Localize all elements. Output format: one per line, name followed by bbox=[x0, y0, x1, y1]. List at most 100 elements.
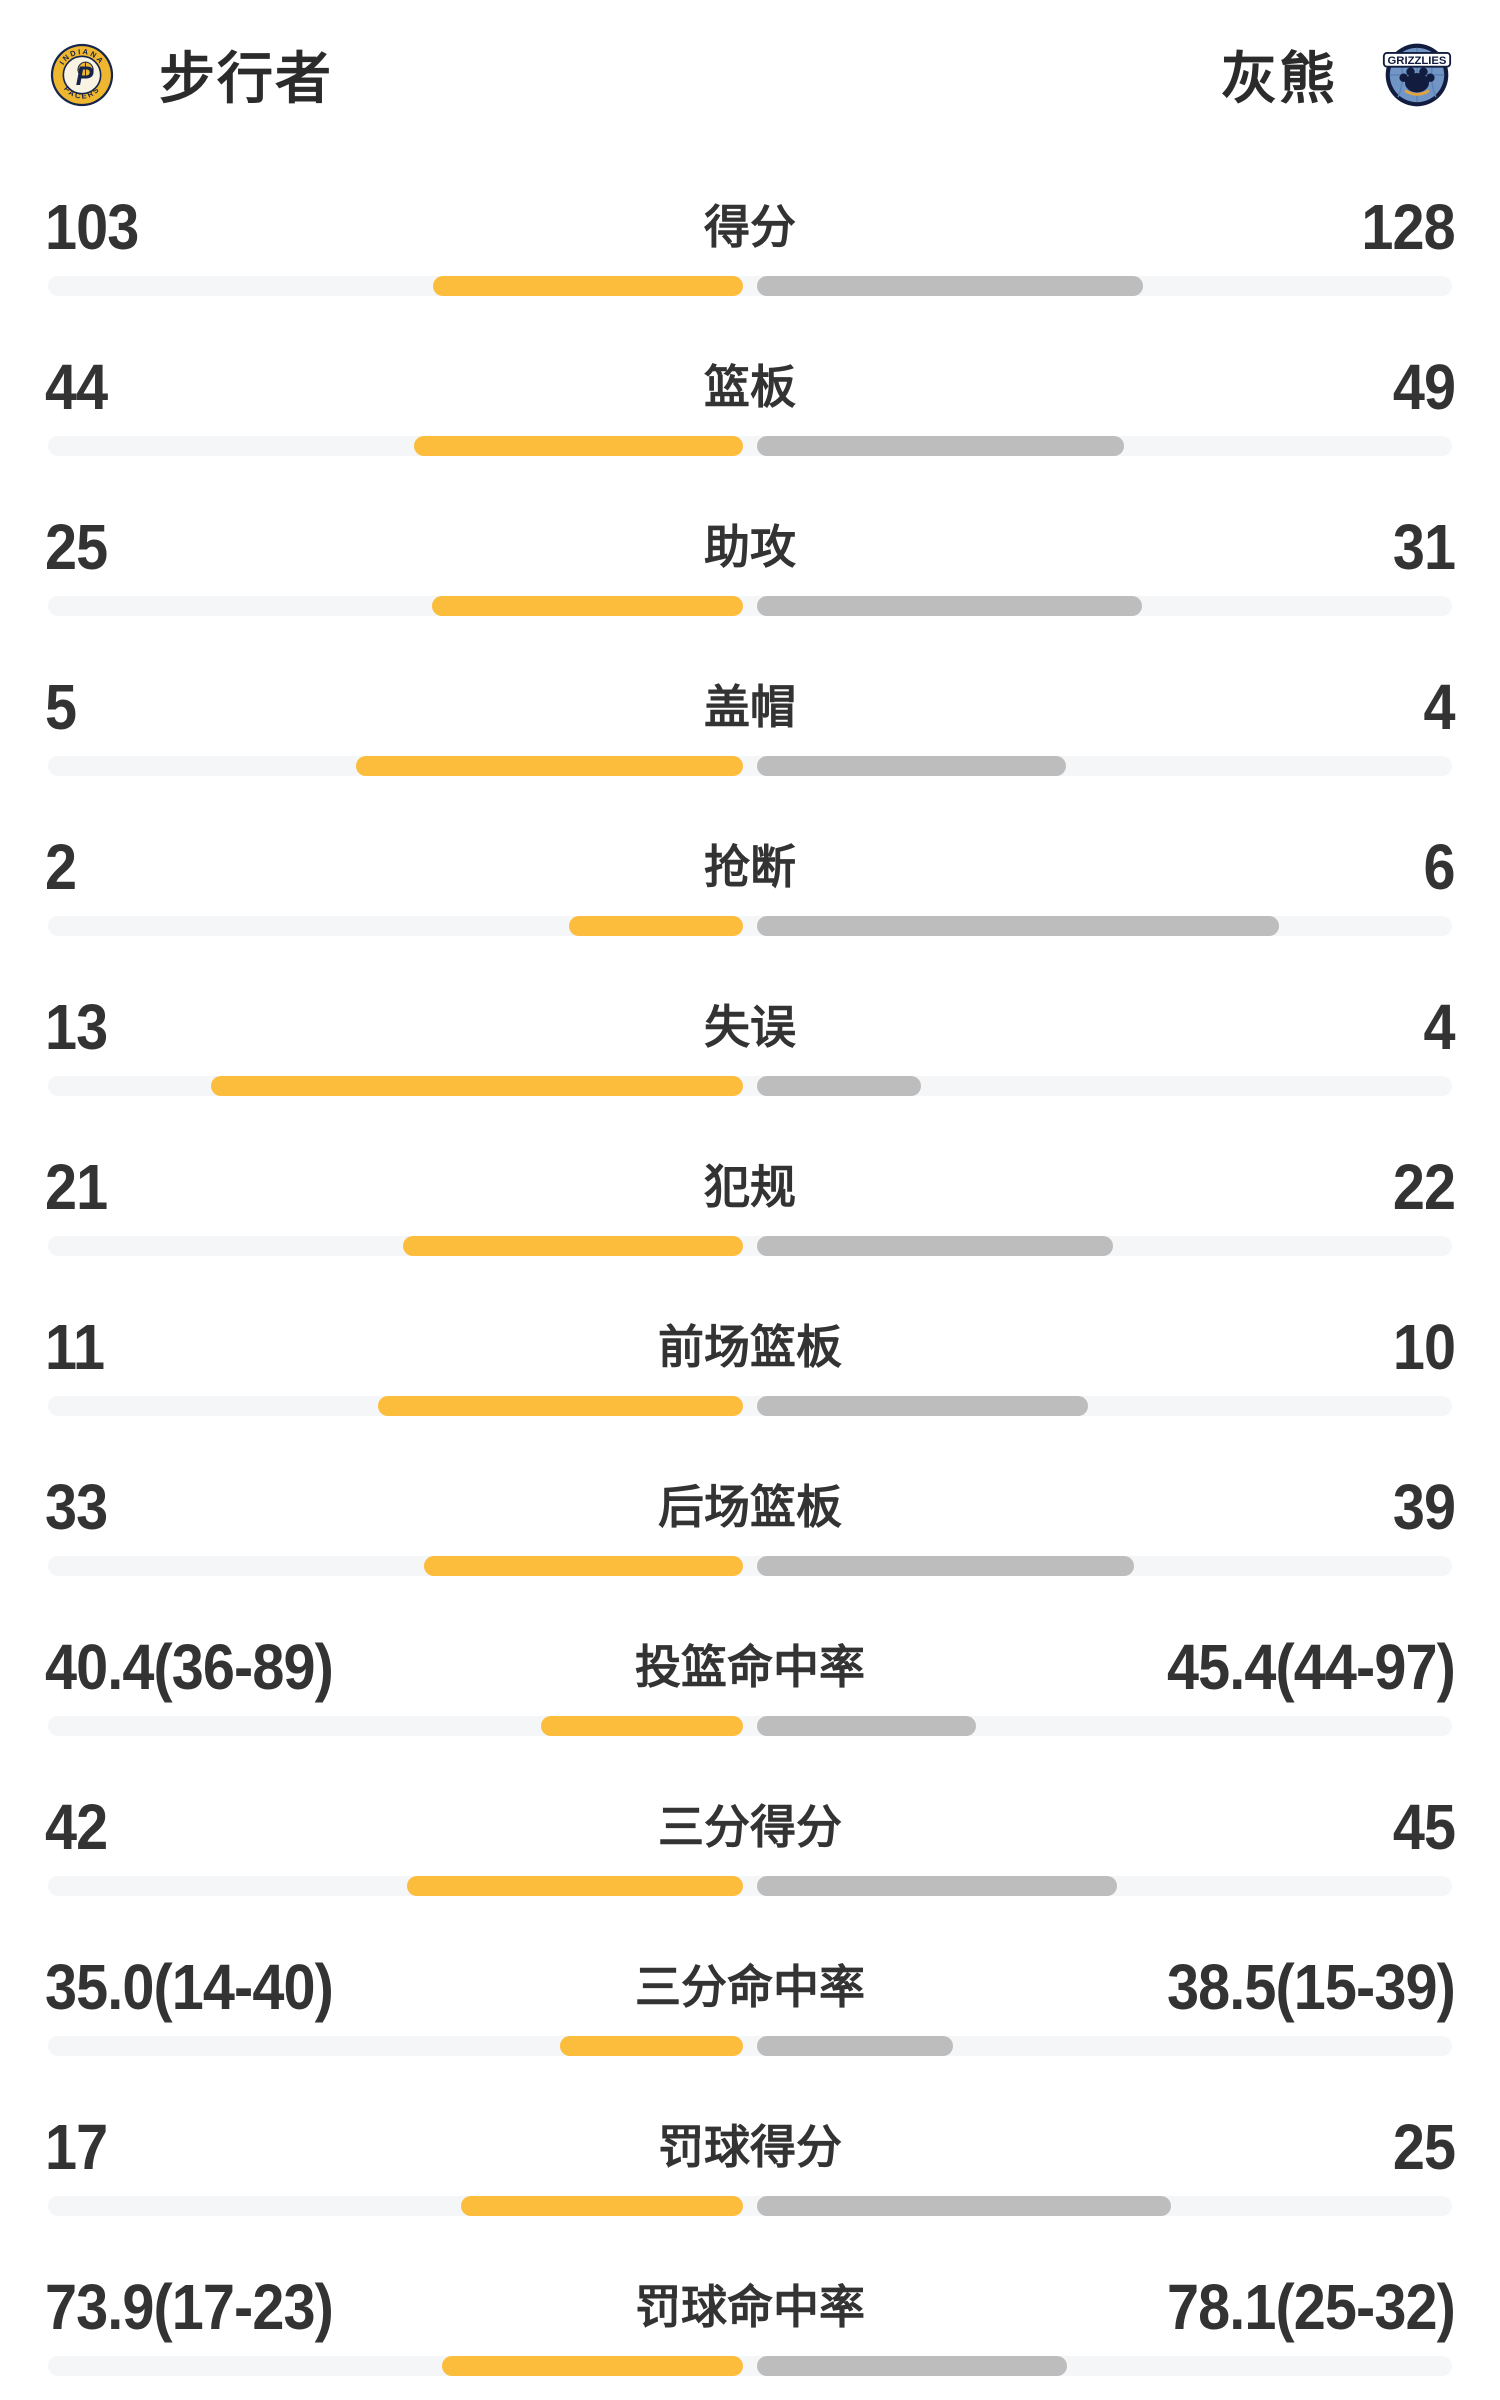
stat-row: 35.0(14-40) 三分命中率 38.5(15-39) bbox=[0, 1947, 1500, 2107]
stat-line: 35.0(14-40) 三分命中率 38.5(15-39) bbox=[45, 1951, 1456, 2023]
stat-line: 42 三分得分 45 bbox=[45, 1791, 1456, 1863]
home-bar bbox=[433, 276, 743, 296]
stat-label: 篮板 bbox=[704, 361, 796, 413]
away-bar bbox=[757, 596, 1142, 616]
home-bar bbox=[569, 916, 743, 936]
stat-line: 33 后场篮板 39 bbox=[45, 1471, 1456, 1543]
bear-paw-icon bbox=[1399, 67, 1435, 96]
away-value: 128 bbox=[1361, 191, 1456, 263]
stat-row: 21 犯规 22 bbox=[0, 1147, 1500, 1307]
away-bar bbox=[757, 1556, 1134, 1576]
stat-label: 罚球得分 bbox=[658, 2121, 842, 2173]
stat-line: 40.4(36-89) 投篮命中率 45.4(44-97) bbox=[45, 1631, 1456, 1703]
stat-label: 三分得分 bbox=[658, 1801, 842, 1853]
stat-label: 盖帽 bbox=[704, 681, 796, 733]
pacers-logo-icon: INDIANA PACERS P bbox=[50, 43, 114, 107]
team-away: 灰熊 G bbox=[1221, 40, 1452, 110]
home-value: 25 bbox=[45, 511, 108, 583]
stat-line: 25 助攻 31 bbox=[45, 511, 1456, 583]
grizzlies-banner: GRIZZLIES bbox=[1382, 51, 1452, 68]
away-bar bbox=[757, 1876, 1117, 1896]
away-value: 78.1(25-32) bbox=[1167, 2271, 1456, 2343]
home-value: 40.4(36-89) bbox=[45, 1631, 334, 1703]
stat-bar-track bbox=[48, 1396, 1452, 1416]
home-value: 2 bbox=[45, 831, 77, 903]
home-bar bbox=[356, 756, 743, 776]
away-value: 31 bbox=[1392, 511, 1456, 583]
home-bar bbox=[378, 1396, 743, 1416]
team-home-name: 步行者 bbox=[159, 47, 333, 110]
home-value: 5 bbox=[45, 671, 77, 743]
stat-label: 投篮命中率 bbox=[635, 1641, 865, 1693]
grizzlies-banner-text: GRIZZLIES bbox=[1388, 55, 1447, 67]
away-bar bbox=[757, 2036, 953, 2056]
stat-label: 犯规 bbox=[704, 1161, 796, 1213]
home-value: 73.9(17-23) bbox=[45, 2271, 334, 2343]
stat-line: 73.9(17-23) 罚球命中率 78.1(25-32) bbox=[45, 2271, 1456, 2343]
stat-line: 44 篮板 49 bbox=[45, 351, 1456, 423]
away-value: 22 bbox=[1392, 1151, 1456, 1223]
home-value: 35.0(14-40) bbox=[45, 1951, 334, 2023]
stat-label: 失误 bbox=[704, 1001, 796, 1053]
stat-bar-track bbox=[48, 276, 1452, 296]
stat-bar-track bbox=[48, 1716, 1452, 1736]
stat-line: 103 得分 128 bbox=[45, 191, 1456, 263]
away-bar bbox=[757, 276, 1143, 296]
stat-row: 103 得分 128 bbox=[0, 187, 1500, 347]
home-bar bbox=[432, 596, 743, 616]
home-bar bbox=[541, 1716, 743, 1736]
home-value: 33 bbox=[45, 1471, 108, 1543]
stat-bar-track bbox=[48, 1876, 1452, 1896]
stat-row: 73.9(17-23) 罚球命中率 78.1(25-32) bbox=[0, 2267, 1500, 2400]
stat-row: 42 三分得分 45 bbox=[0, 1787, 1500, 1947]
stat-bar-track bbox=[48, 1556, 1452, 1576]
away-value: 10 bbox=[1392, 1311, 1456, 1383]
stat-label: 得分 bbox=[704, 201, 796, 253]
stat-label: 前场篮板 bbox=[658, 1321, 842, 1373]
away-bar bbox=[757, 2196, 1171, 2216]
home-value: 13 bbox=[45, 991, 108, 1063]
stat-bar-track bbox=[48, 2196, 1452, 2216]
home-value: 103 bbox=[45, 191, 139, 263]
stat-line: 5 盖帽 4 bbox=[45, 671, 1456, 743]
stat-bar-track bbox=[48, 596, 1452, 616]
pacers-logo-letter: P bbox=[76, 61, 94, 91]
away-value: 49 bbox=[1392, 351, 1456, 423]
home-bar bbox=[414, 436, 743, 456]
grizzlies-logo-icon: GRIZZLIES bbox=[1382, 40, 1452, 110]
home-value: 44 bbox=[45, 351, 108, 423]
stat-bar-track bbox=[48, 1076, 1452, 1096]
stat-bar-track bbox=[48, 756, 1452, 776]
away-value: 4 bbox=[1423, 991, 1456, 1063]
stat-bar-track bbox=[48, 436, 1452, 456]
home-bar bbox=[211, 1076, 743, 1096]
stat-row: 33 后场篮板 39 bbox=[0, 1467, 1500, 1627]
home-value: 17 bbox=[45, 2111, 108, 2183]
home-value: 21 bbox=[45, 1151, 108, 1223]
away-bar bbox=[757, 1396, 1088, 1416]
stat-label: 罚球命中率 bbox=[635, 2281, 865, 2333]
stat-label: 三分命中率 bbox=[635, 1961, 865, 2013]
stat-row: 17 罚球得分 25 bbox=[0, 2107, 1500, 2267]
away-value: 38.5(15-39) bbox=[1167, 1951, 1456, 2023]
home-bar bbox=[461, 2196, 743, 2216]
stats-list: 103 得分 128 44 篮板 49 25 助攻 bbox=[0, 187, 1500, 2400]
stat-line: 2 抢断 6 bbox=[45, 831, 1456, 903]
home-bar bbox=[560, 2036, 743, 2056]
stat-line: 17 罚球得分 25 bbox=[45, 2111, 1456, 2183]
home-bar bbox=[442, 2356, 743, 2376]
away-value: 45 bbox=[1392, 1791, 1456, 1863]
home-value: 42 bbox=[45, 1791, 108, 1863]
home-value: 11 bbox=[45, 1311, 105, 1383]
stat-line: 13 失误 4 bbox=[45, 991, 1456, 1063]
home-bar bbox=[407, 1876, 743, 1896]
away-bar bbox=[757, 1076, 921, 1096]
stat-row: 44 篮板 49 bbox=[0, 347, 1500, 507]
stat-label: 抢断 bbox=[704, 841, 796, 893]
match-header: INDIANA PACERS P 步行者 灰熊 bbox=[50, 40, 1452, 110]
stat-row: 13 失误 4 bbox=[0, 987, 1500, 1147]
stat-line: 21 犯规 22 bbox=[45, 1151, 1456, 1223]
away-bar bbox=[757, 436, 1124, 456]
away-value: 6 bbox=[1423, 831, 1456, 903]
